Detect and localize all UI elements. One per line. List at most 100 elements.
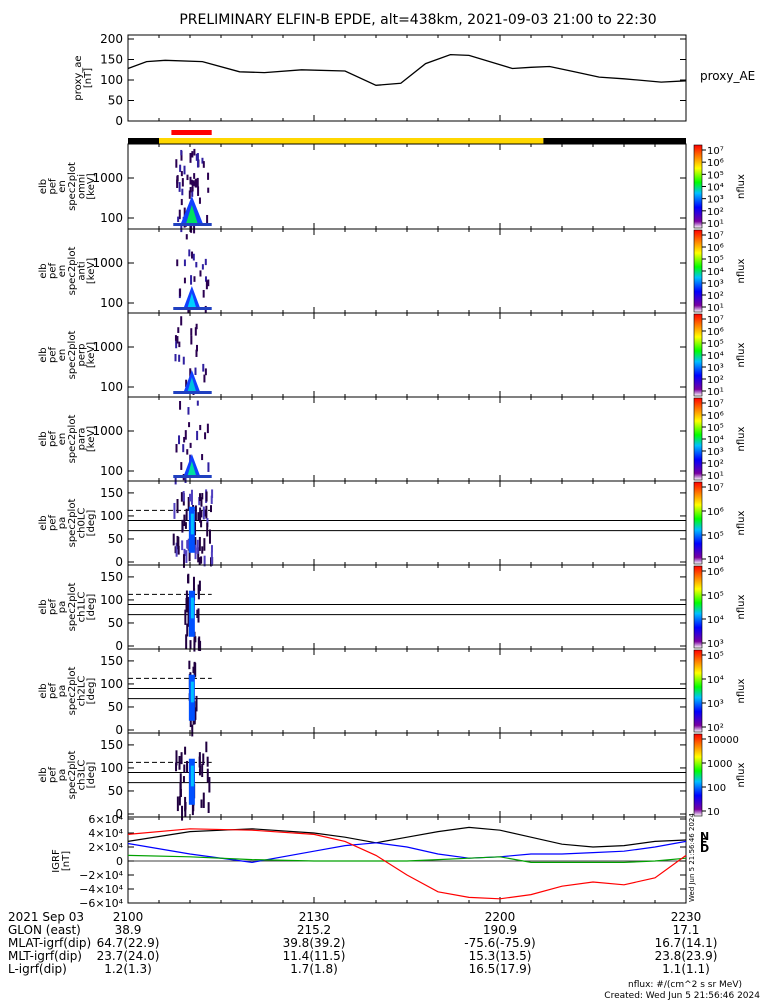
y-tick-label: 50 [108,700,123,714]
spectrogram-pixel [174,335,177,341]
pitch-angle-pixel [181,519,184,533]
spectrogram-pixel [194,181,197,188]
pitch-angle-pixel [194,536,197,552]
pitch-angle-pixel [195,695,198,712]
spectrogram-pixel [195,323,198,330]
spectrogram-baseline [173,223,212,226]
colorbar-tick-label: 10⁵ [707,423,724,434]
colorbar-tick-label: 10⁵ [707,339,724,350]
spectrogram-ylabel-line: elb [38,179,49,194]
ephemeris-row-label: MLAT-igrf(dip) [8,936,91,950]
spectrogram-pixel [175,340,178,349]
colorbar-tick-label: 10⁶ [707,327,724,338]
spectrogram-pixel [205,280,208,290]
pitch-angle-pixel [181,805,184,821]
pitch-angle-pixel [197,638,200,651]
pitch-angle-pixel [188,549,191,562]
colorbar-tick-label: 10³ [707,447,724,458]
colorbar-tick-label: 10³ [707,639,724,650]
colorbar-tick-label: 10⁴ [707,435,724,446]
pitch-angle-pixel [210,545,213,553]
spectrogram-pixel [180,150,183,161]
colorbar-tick-label: 10³ [707,699,724,710]
pitch-angle-pixel [192,718,195,725]
igrf-ylabel: IGRF[nT] [51,849,72,873]
spectrogram-pixel [185,379,188,388]
state-segment [128,138,159,144]
spectrogram-pixel [188,422,191,428]
colorbar-tick-label: 10⁴ [707,183,724,194]
pitch-angle-ylabel-line: pa [57,601,68,613]
pitch-angle-pixel [184,522,187,529]
panel-frame [127,564,687,650]
pitch-angle-pixel [196,547,199,554]
pitch-angle-pixel [198,580,201,591]
pitch-angle-pixel [198,557,201,566]
time-axis-labels: 2021 Sep 03 2100 2130 2200 2230 [8,910,701,924]
colorbar-label: nflux [736,342,747,367]
pitch-angle-pixel [178,755,181,770]
spectrogram-pixel [193,148,196,156]
spectrogram-ylabel-line: spec2plot [67,162,78,211]
spectrogram-pixel [183,207,186,217]
pitch-angle-pixel [187,496,190,511]
spectrogram-pixel [196,153,199,161]
pitch-angle-pixel [176,499,179,514]
pitch-angle-pixel [177,545,180,555]
pitch-angle-pixel [193,639,196,652]
pitch-angle-pixel [175,542,178,557]
pitch-angle-pixel [178,796,181,806]
y-tick-label: −4×10⁴ [79,883,123,896]
vertical-timestamp-text: Wed Jun 5 21:56:46 2024 [688,813,696,902]
colorbar [693,565,703,649]
pitch-angle-pixel [194,636,197,643]
y-tick-label: 0 [115,807,123,821]
pitch-angle-pixel [201,493,204,500]
ephemeris-value: 11.4(11.5) [283,949,346,963]
colorbar-tick-label: 10⁴ [707,675,724,686]
ephemeris-value: 23.8(23.9) [655,949,718,963]
panel-frame [127,143,687,230]
spectrogram-ylabel-line: para [76,428,87,451]
spectrogram-panel: 1000100elbpefenspec2plotanti[keV]10⁷10⁶1… [38,228,747,314]
pitch-angle-pixel [192,666,195,674]
spectrogram-pixel [195,261,198,268]
pitch-angle-pixel [185,550,188,564]
pitch-angle-pixel [185,634,188,650]
spectrogram-pixel [177,327,180,333]
pitch-angle-pixel [200,799,203,808]
colorbar [693,733,703,817]
spectrogram-pixel [192,253,195,261]
pitch-angle-ylabel-line: ch1LC [76,592,87,623]
colorbar-tick-label: 10³ [707,363,724,374]
pitch-angle-pixel [198,536,201,551]
created-timestamp: Created: Wed Jun 5 21:56:46 2024 [604,991,760,1000]
pitch-angle-pixel [202,753,205,766]
pitch-angle-pixel [177,536,180,550]
y-tick-label: −2×10⁴ [79,869,123,882]
spectrogram-pixel [191,151,194,158]
y-tick-label: 100 [100,509,123,523]
spectrogram-pixel [204,276,207,282]
panel-frame [127,312,687,398]
spectrogram-pixel [182,444,185,453]
y-tick-label: −6×10⁴ [79,897,123,910]
colorbar-label-text: nflux [736,762,747,787]
spectrogram-pixel [186,174,189,181]
colorbar-label-text: nflux [736,258,747,283]
spectrogram-ylabel-line: pef [48,431,59,448]
spectrogram-pixel [207,279,210,287]
pitch-angle-ylabel-line: [deg] [86,678,97,705]
pitch-angle-pixel [208,529,211,544]
colorbar-tick-label: 10⁴ [707,615,724,626]
pitch-angle-pixel [194,544,197,560]
spectrogram-pixel [177,216,180,223]
ae-ylabel-line: [nT] [83,68,94,88]
pitch-angle-ylabel-line: pef [48,767,59,784]
spectrogram-pixel [198,197,201,204]
y-tick-label: 1000 [92,256,123,270]
y-tick-label: 0 [115,723,123,737]
state-segment [159,138,544,144]
